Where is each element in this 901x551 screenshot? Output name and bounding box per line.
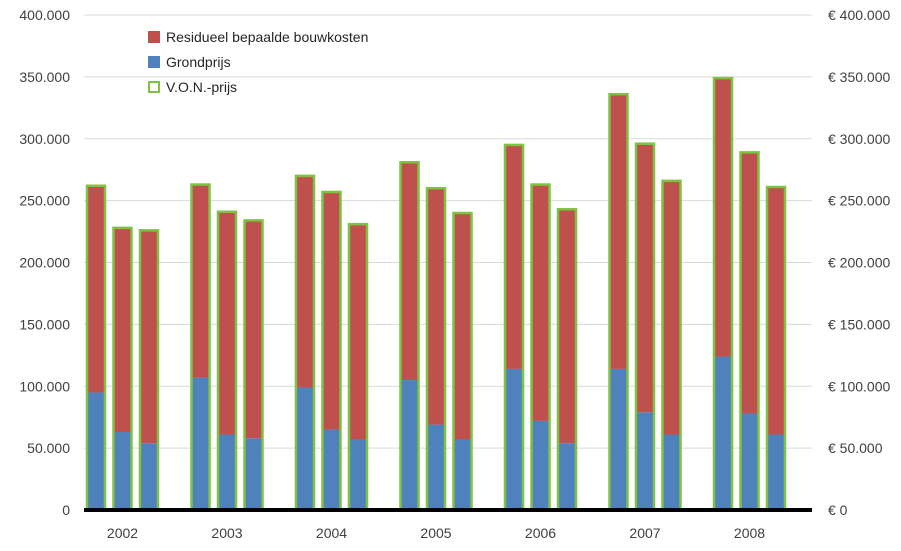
y-tick-label-left: 400.000 (19, 7, 70, 23)
grondprijs-bar (218, 434, 236, 510)
y-tick-label-right: € 100.000 (828, 378, 890, 394)
x-tick-label: 2008 (734, 525, 765, 541)
y-tick-label-right: € 50.000 (828, 440, 883, 456)
x-tick-label: 2002 (107, 525, 138, 541)
grondprijs-bar (714, 356, 732, 510)
grondprijs-bar (453, 439, 472, 510)
bouwkosten-bar (505, 144, 523, 369)
grondprijs-bar (662, 434, 681, 510)
bouwkosten-bar (322, 191, 341, 430)
legend-label: V.O.N.-prijs (166, 79, 237, 95)
legend-label: Grondprijs (166, 54, 231, 70)
x-tick-label: 2006 (525, 525, 556, 541)
y-tick-label-left: 200.000 (19, 255, 70, 271)
bouwkosten-bar (218, 211, 236, 435)
grondprijs-bar (349, 439, 367, 510)
bouwkosten-bar (296, 175, 314, 388)
grondprijs-bar (531, 420, 550, 510)
legend-swatch (148, 56, 160, 68)
grondprijs-bar (244, 438, 263, 510)
y-tick-label-left: 100.000 (19, 378, 70, 394)
x-tick-label: 2005 (420, 525, 451, 541)
grondprijs-bar (140, 443, 158, 510)
grondprijs-bar (740, 413, 759, 510)
y-tick-label-left: 50.000 (27, 440, 70, 456)
bouwkosten-bar (453, 213, 472, 440)
bouwkosten-bar (662, 180, 681, 435)
bouwkosten-bar (140, 230, 158, 444)
grondprijs-bar (322, 429, 341, 510)
legend-label: Residueel bepaalde bouwkosten (166, 29, 368, 45)
grondprijs-bar (191, 377, 210, 510)
bouwkosten-bar (714, 78, 732, 357)
grondprijs-bar (400, 380, 419, 510)
y-tick-label-right: € 400.000 (828, 7, 890, 23)
y-tick-label-left: 300.000 (19, 131, 70, 147)
bouwkosten-bar (427, 188, 445, 425)
x-tick-label: 2004 (316, 525, 347, 541)
y-tick-label-left: 0 (62, 502, 70, 518)
legend-swatch (148, 31, 160, 43)
bouwkosten-bar (558, 209, 576, 444)
bouwkosten-bar (740, 152, 759, 414)
y-tick-label-right: € 250.000 (828, 193, 890, 209)
bouwkosten-bar (349, 224, 367, 440)
y-tick-label-right: € 150.000 (828, 316, 890, 332)
bouwkosten-bar (191, 184, 210, 378)
grondprijs-bar (113, 432, 132, 510)
grondprijs-bar (427, 424, 445, 510)
grondprijs-bar (296, 387, 314, 510)
grondprijs-bar (636, 412, 654, 510)
x-tick-label: 2003 (211, 525, 242, 541)
bouwkosten-bar (244, 220, 263, 439)
grondprijs-bar (87, 392, 105, 510)
x-tick-label: 2007 (629, 525, 660, 541)
bouwkosten-bar (87, 185, 105, 393)
y-tick-label-right: € 200.000 (828, 255, 890, 271)
bouwkosten-bar (767, 187, 785, 435)
y-tick-label-right: € 0 (828, 502, 848, 518)
y-tick-label-left: 350.000 (19, 69, 70, 85)
bouwkosten-bar (609, 94, 628, 369)
bouwkosten-bar (113, 227, 132, 433)
legend-swatch (148, 81, 160, 93)
bouwkosten-bar (636, 143, 654, 413)
grondprijs-bar (609, 368, 628, 510)
grondprijs-bar (505, 368, 523, 510)
grondprijs-bar (558, 443, 576, 510)
y-tick-label-left: 150.000 (19, 316, 70, 332)
bouwkosten-bar (400, 162, 419, 381)
grondprijs-bar (767, 434, 785, 510)
y-tick-label-left: 250.000 (19, 193, 70, 209)
y-tick-label-right: € 350.000 (828, 69, 890, 85)
bouwkosten-bar (531, 184, 550, 421)
y-tick-label-right: € 300.000 (828, 131, 890, 147)
